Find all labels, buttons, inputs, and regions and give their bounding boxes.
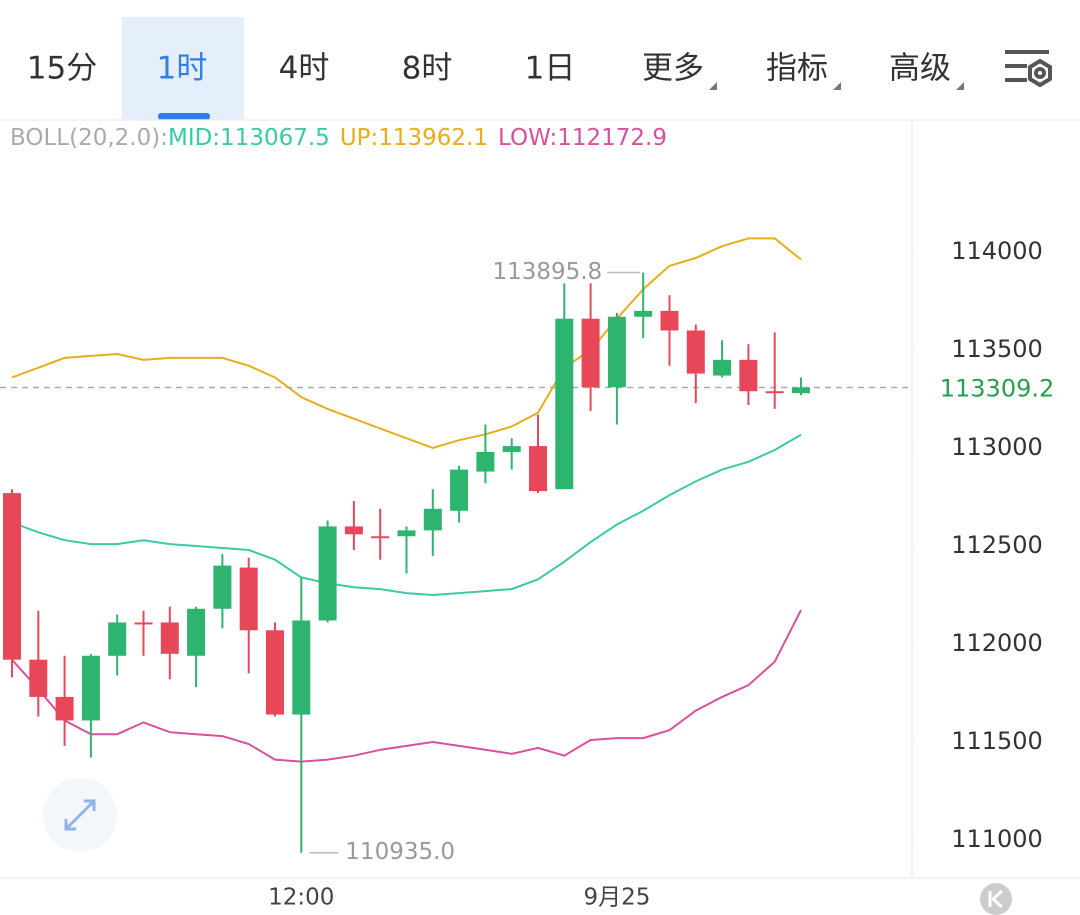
candle-body	[108, 622, 127, 656]
candle-body	[607, 316, 626, 388]
candle-body	[502, 446, 521, 452]
candle-body	[581, 318, 600, 388]
y-tick-label: 111500	[951, 727, 1043, 755]
candle-body	[397, 530, 416, 537]
tab[interactable]: 4时	[279, 51, 330, 87]
tab[interactable]: 指标	[766, 51, 828, 87]
tab[interactable]: 15分	[27, 51, 97, 87]
annotation-label: 113895.8	[492, 259, 602, 285]
candle-body	[318, 526, 337, 621]
candle-body	[266, 630, 284, 715]
dropdown-caret	[833, 82, 841, 90]
tab[interactable]: 8时	[402, 51, 453, 87]
candle-body	[239, 567, 258, 631]
candle-body	[792, 387, 810, 394]
candle-body	[134, 622, 153, 625]
dropdown-caret	[956, 82, 964, 90]
candle-body	[555, 318, 574, 490]
y-tick-label: 114000	[951, 237, 1043, 265]
candle-body	[29, 659, 48, 697]
candle-body	[213, 565, 232, 609]
y-tick-label: 112500	[951, 531, 1043, 559]
candle-body	[344, 526, 363, 535]
y-tick-label: 112000	[951, 629, 1043, 657]
x-tick-label: 9月25	[583, 885, 650, 911]
legend-item: MID:113067.5	[168, 125, 330, 151]
tab-indicator	[158, 113, 210, 120]
candle-body	[450, 469, 469, 511]
candle-body	[3, 493, 21, 660]
annotation-label: 110935.0	[345, 839, 455, 865]
y-tick-label: 113500	[951, 335, 1043, 363]
tab[interactable]: 1日	[525, 51, 576, 87]
candle-body	[765, 391, 784, 394]
candle-body	[634, 310, 653, 317]
candle-body	[529, 446, 547, 492]
boll-line	[11, 433, 802, 597]
legend-item: LOW:112172.9	[498, 125, 667, 151]
candle-body	[686, 330, 705, 374]
boll-line	[11, 237, 802, 450]
settings-icon[interactable]	[1005, 50, 1052, 88]
candle-body	[371, 536, 390, 539]
candle-body	[292, 620, 311, 715]
candle-body	[55, 696, 74, 721]
candle-body	[739, 359, 758, 392]
dropdown-caret	[709, 82, 717, 90]
y-tick-label: 113000	[951, 433, 1043, 461]
tab[interactable]: 更多	[642, 51, 704, 87]
candle-body	[476, 451, 495, 472]
candle-body	[160, 622, 179, 654]
candle-body	[713, 359, 732, 376]
candle-body	[187, 608, 206, 656]
tab[interactable]: 高级	[889, 51, 951, 87]
candle-body	[81, 655, 100, 721]
legend-item: UP:113962.1	[340, 125, 488, 151]
last-price-label: 113309.2	[940, 374, 1055, 402]
y-tick-label: 111000	[951, 825, 1043, 853]
expand-button[interactable]	[43, 778, 117, 852]
kline-button[interactable]	[980, 883, 1012, 915]
candle-body	[660, 310, 679, 331]
tab[interactable]: 1时	[157, 51, 208, 87]
candle-body	[423, 508, 442, 531]
legend-item: BOLL(20,2.0):	[10, 125, 168, 151]
boll-line	[11, 609, 802, 763]
indicator-legend: BOLL(20,2.0):MID:113067.5 UP:113962.1 LOW:…	[10, 125, 667, 151]
x-tick-label: 12:00	[268, 885, 334, 911]
tab-selected-bg	[122, 17, 244, 120]
